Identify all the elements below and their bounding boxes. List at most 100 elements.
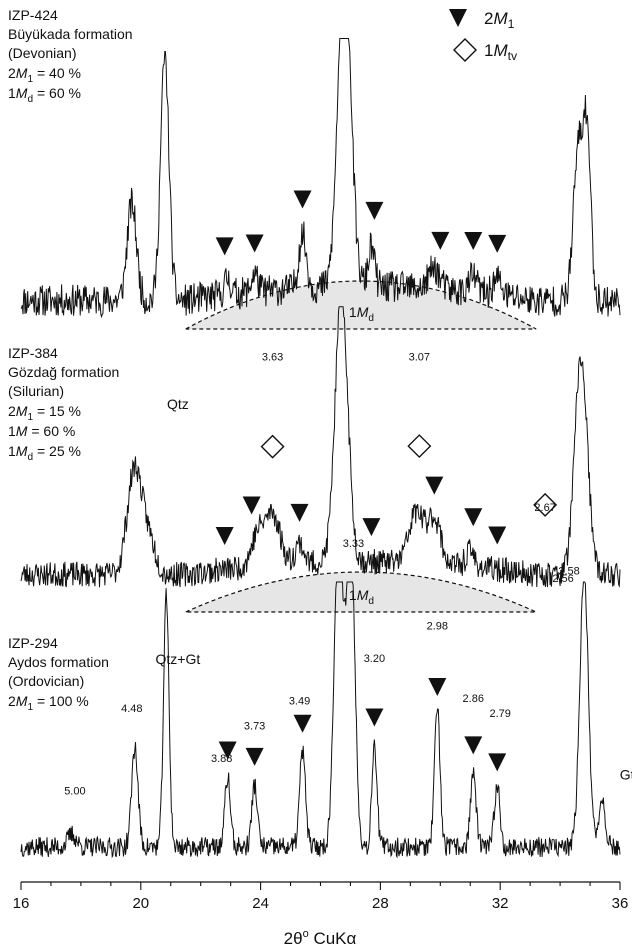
legend-1mtv-label: 1Mtv <box>484 41 518 63</box>
envelope-1md <box>185 571 537 613</box>
marker-2m1-triangle <box>464 736 483 755</box>
composition-line-pre: 2 <box>8 65 16 81</box>
d-spacing-label: 3.49 <box>289 696 310 708</box>
marker-2m1-triangle <box>293 714 312 733</box>
x-tick-label: 16 <box>13 895 30 912</box>
marker-2m1-triangle <box>488 526 507 545</box>
marker-2m1-triangle <box>245 234 264 253</box>
composition-line-sub: 1 <box>27 702 33 713</box>
marker-2m1-triangle <box>215 527 234 546</box>
formation-age: (Ordovician) <box>8 673 84 689</box>
envelope-label-sub: d <box>368 596 374 607</box>
marker-2m1-triangle <box>365 201 384 220</box>
marker-2m1-triangle <box>488 753 507 772</box>
composition-line-ital: M <box>16 65 28 81</box>
composition-line: 1M = 60 % <box>8 423 75 439</box>
composition-line-pre: 2 <box>8 403 16 419</box>
d-spacing-label: 3.33 <box>343 538 364 550</box>
composition-line-pre: 1 <box>8 423 16 439</box>
envelope-label-ital: M <box>357 304 369 320</box>
marker-2m1-triangle <box>215 237 234 256</box>
marker-2m1-triangle <box>242 496 261 515</box>
x-axis-title: 2θo CuKα <box>284 928 357 948</box>
composition-line-sub: d <box>27 94 33 105</box>
marker-2m1-triangle <box>431 231 450 250</box>
formation-name: Aydos formation <box>8 654 109 670</box>
formation-age: (Devonian) <box>8 45 76 61</box>
phase-label: Gt <box>620 767 632 783</box>
marker-2m1-triangle <box>290 503 309 522</box>
envelope-label-ital: M <box>357 587 369 603</box>
composition-line-post: = 15 % <box>33 403 81 419</box>
x-tick-label: 20 <box>132 895 149 912</box>
composition-line-ital: M <box>16 423 28 439</box>
marker-1mtv-diamond <box>407 434 432 459</box>
marker-2m1-triangle <box>365 708 384 727</box>
x-axis: 16 20 24 28 32 36 2θo CuKα <box>13 881 629 948</box>
phase-label: Qtz <box>167 396 189 412</box>
sample-id: IZP-384 <box>8 345 58 361</box>
legend-2m1-label: 2M1 <box>484 9 515 31</box>
envelope-label: 1Md <box>349 587 374 607</box>
x-axis-title-rest: CuKα <box>309 929 357 948</box>
legend: 2M1 1Mtv <box>449 9 518 63</box>
x-axis-title-main: 2θ <box>284 929 303 948</box>
composition-line-post: = 60 % <box>33 85 81 101</box>
d-spacing-label: 2.67 <box>534 502 555 514</box>
composition-line-sub: d <box>27 452 33 463</box>
formation-name: Gözdağ formation <box>8 364 119 380</box>
composition-line-pre: 2 <box>8 693 16 709</box>
composition-line-post: = 25 % <box>33 443 81 459</box>
d-spacing-label: 5.00 <box>64 786 85 798</box>
composition-line-ital: M <box>16 443 28 459</box>
legend-2m1-label-ital: M <box>493 9 508 28</box>
formation-age: (Silurian) <box>8 383 64 399</box>
marker-2m1-triangle <box>425 476 444 495</box>
composition-line: 2M1 = 15 % <box>8 403 81 423</box>
composition-line: 1Md = 60 % <box>8 85 81 105</box>
legend-1mtv-label-pre: 1 <box>484 41 493 60</box>
x-tick-label: 36 <box>612 895 629 912</box>
composition-line-ital: M <box>16 85 28 101</box>
x-tick-label: 24 <box>252 895 269 912</box>
marker-2m1-triangle <box>245 747 264 766</box>
composition-line-ital: M <box>16 693 28 709</box>
marker-2m1-triangle <box>488 234 507 253</box>
composition-line-ital: M <box>16 403 28 419</box>
composition-line-pre: 1 <box>8 85 16 101</box>
legend-2m1-label-sub: 1 <box>508 17 515 31</box>
sample-info: IZP-294 Aydos formation (Ordovician) 2M1 = … <box>8 635 109 713</box>
composition-line-post: = 100 % <box>33 693 89 709</box>
x-tick-label: 28 <box>372 895 389 912</box>
sample-id: IZP-294 <box>8 635 58 651</box>
marker-2m1-triangle <box>464 508 483 527</box>
phase-label: Qtz+Gt <box>156 651 201 667</box>
envelope-label-pre: 1 <box>349 587 357 603</box>
d-spacing-label: 2.58 <box>558 566 579 578</box>
composition-line-post: = 60 % <box>27 423 75 439</box>
marker-2m1-triangle <box>362 518 381 537</box>
xrd-trace-izp-424 <box>20 38 621 319</box>
composition-line-sub: 1 <box>27 74 33 85</box>
d-spacing-label: 2.98 <box>427 621 448 633</box>
composition-line: 2M1 = 100 % <box>8 693 89 713</box>
marker-2m1-triangle <box>428 677 447 696</box>
d-spacing-label: 3.63 <box>262 351 283 363</box>
legend-1mtv-label-ital: M <box>493 41 508 60</box>
x-axis-title-sup: o <box>303 928 309 940</box>
formation-name: Büyükada formation <box>8 26 133 42</box>
marker-2m1-triangle <box>218 741 237 760</box>
d-spacing-label: 3.20 <box>364 653 385 665</box>
d-spacing-label: 3.07 <box>409 351 430 363</box>
xrd-trace-izp-294 <box>20 581 621 859</box>
d-spacing-label: 3.88 <box>211 753 232 765</box>
d-spacing-label: 3.73 <box>244 721 265 733</box>
marker-1mtv-diamond <box>260 434 285 459</box>
xrd-trace-izp-384 <box>20 306 621 588</box>
composition-line-post: = 40 % <box>33 65 81 81</box>
